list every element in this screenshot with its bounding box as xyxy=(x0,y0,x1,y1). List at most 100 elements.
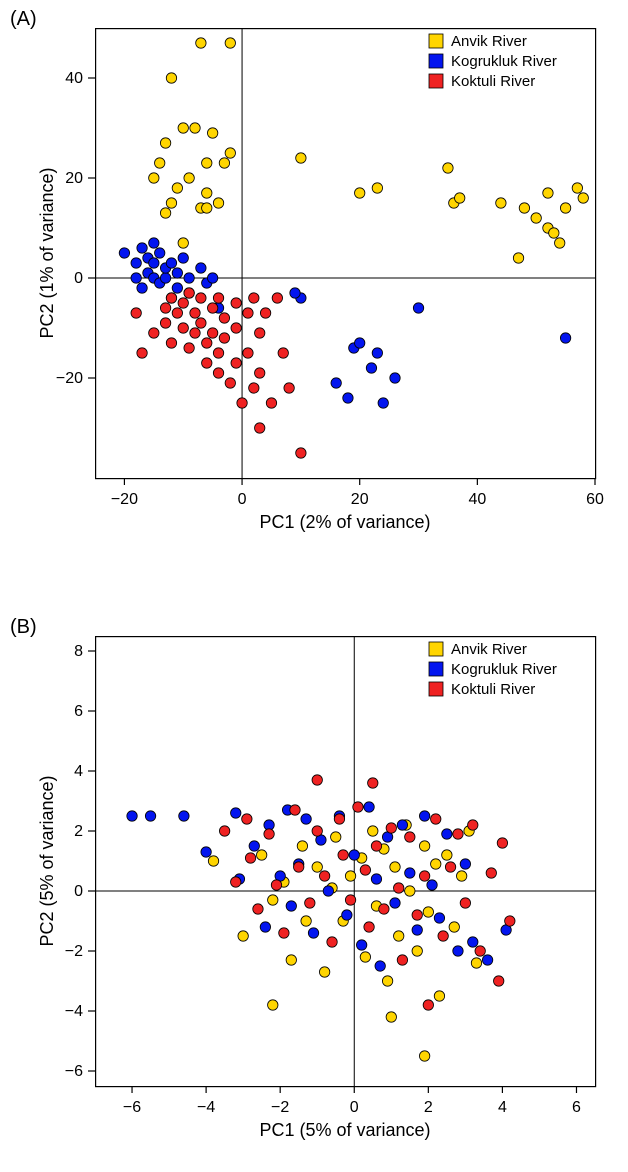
data-point xyxy=(231,323,241,333)
data-point xyxy=(237,398,247,408)
data-point xyxy=(486,868,496,878)
y-tick-label: −6 xyxy=(65,1063,83,1080)
data-point xyxy=(301,916,311,926)
data-point xyxy=(312,826,322,836)
data-point xyxy=(127,811,137,821)
data-point xyxy=(382,976,392,986)
data-point xyxy=(319,967,329,977)
data-point xyxy=(360,952,370,962)
data-point xyxy=(202,203,212,213)
data-point xyxy=(471,958,481,968)
data-point xyxy=(184,173,194,183)
data-point xyxy=(119,248,129,258)
data-point xyxy=(137,283,147,293)
data-point xyxy=(505,916,515,926)
data-point xyxy=(172,308,182,318)
x-tick-label: 20 xyxy=(351,491,369,508)
data-point xyxy=(160,208,170,218)
data-point xyxy=(160,138,170,148)
panel-label-A: (A) xyxy=(10,8,37,31)
data-point xyxy=(412,946,422,956)
data-point xyxy=(343,393,353,403)
data-point xyxy=(202,358,212,368)
data-point xyxy=(260,922,270,932)
data-point xyxy=(442,829,452,839)
data-point xyxy=(266,398,276,408)
data-point xyxy=(305,898,315,908)
data-point xyxy=(242,814,252,824)
data-point xyxy=(249,383,259,393)
data-point xyxy=(290,288,300,298)
data-point xyxy=(296,153,306,163)
data-point xyxy=(460,859,470,869)
data-point xyxy=(155,158,165,168)
data-point xyxy=(371,841,381,851)
y-tick-label: 20 xyxy=(65,170,83,187)
data-point xyxy=(284,383,294,393)
data-point xyxy=(390,862,400,872)
data-point xyxy=(468,820,478,830)
data-point xyxy=(364,922,374,932)
data-point xyxy=(296,448,306,458)
data-point xyxy=(379,904,389,914)
data-point xyxy=(360,865,370,875)
data-point xyxy=(442,850,452,860)
data-point xyxy=(131,273,141,283)
data-point xyxy=(184,273,194,283)
data-point xyxy=(190,123,200,133)
x-tick-label: 40 xyxy=(468,491,486,508)
data-point xyxy=(496,198,506,208)
data-point xyxy=(494,976,504,986)
data-point xyxy=(178,123,188,133)
data-point xyxy=(178,298,188,308)
data-point xyxy=(149,173,159,183)
data-point xyxy=(253,904,263,914)
data-point xyxy=(213,368,223,378)
x-tick-label: −6 xyxy=(123,1099,141,1116)
data-point xyxy=(137,348,147,358)
data-point xyxy=(419,841,429,851)
data-point xyxy=(184,288,194,298)
data-point xyxy=(543,188,553,198)
data-point xyxy=(334,814,344,824)
data-point xyxy=(196,293,206,303)
data-point xyxy=(196,318,206,328)
data-point xyxy=(438,931,448,941)
data-point xyxy=(219,333,229,343)
data-point xyxy=(272,293,282,303)
data-point xyxy=(225,148,235,158)
data-point xyxy=(355,338,365,348)
data-point xyxy=(405,868,415,878)
scatter-plot-B xyxy=(95,636,597,1088)
data-point xyxy=(456,871,466,881)
data-point xyxy=(445,862,455,872)
data-point xyxy=(219,158,229,168)
data-point xyxy=(137,243,147,253)
data-point xyxy=(264,829,274,839)
data-point xyxy=(202,188,212,198)
data-point xyxy=(279,928,289,938)
data-point xyxy=(572,183,582,193)
data-point xyxy=(549,228,559,238)
data-point xyxy=(497,838,507,848)
data-point xyxy=(372,183,382,193)
data-point xyxy=(375,961,385,971)
y-axis-title-A: PC2 (1% of variance) xyxy=(37,153,58,353)
data-point xyxy=(423,1000,433,1010)
data-point xyxy=(238,931,248,941)
data-point xyxy=(531,213,541,223)
data-point xyxy=(231,877,241,887)
data-point xyxy=(166,338,176,348)
data-point xyxy=(453,946,463,956)
data-point xyxy=(225,38,235,48)
data-point xyxy=(345,895,355,905)
data-point xyxy=(213,348,223,358)
data-point xyxy=(319,871,329,881)
data-point xyxy=(327,937,337,947)
data-point xyxy=(202,158,212,168)
data-point xyxy=(353,802,363,812)
data-point xyxy=(249,293,259,303)
data-point xyxy=(331,832,341,842)
data-point xyxy=(560,203,570,213)
data-point xyxy=(268,1000,278,1010)
